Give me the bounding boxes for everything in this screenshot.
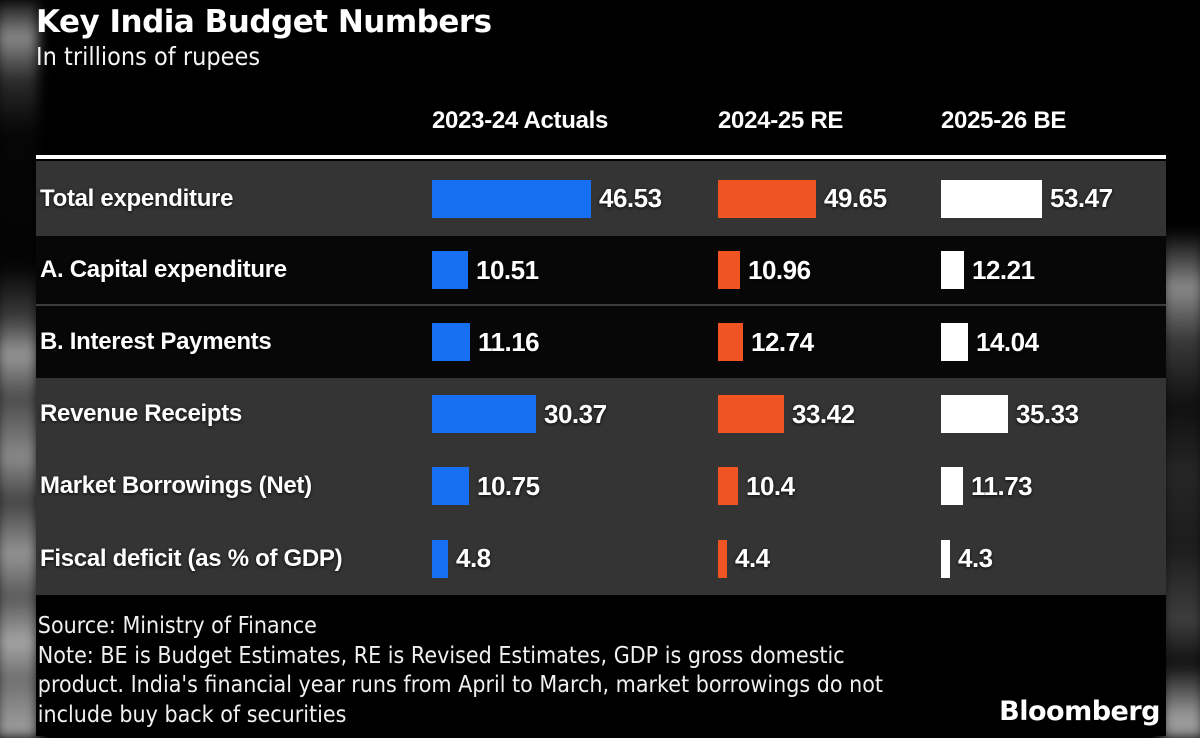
bar-value: 10.75 bbox=[477, 470, 540, 501]
bar-white bbox=[941, 395, 1008, 433]
bar-blue bbox=[432, 323, 470, 361]
bar-value: 11.73 bbox=[971, 470, 1033, 501]
row-label: Revenue Receipts bbox=[40, 400, 242, 427]
bar-orange bbox=[718, 539, 727, 578]
row-label: Total expenditure bbox=[40, 184, 234, 212]
bar-blue bbox=[432, 251, 468, 289]
bar-value: 12.21 bbox=[972, 254, 1035, 285]
column-header-2024-25-re: 2024-25 RE bbox=[718, 107, 844, 134]
cell-2025-26: 35.33 bbox=[941, 395, 1166, 433]
table-row-capital-expenditure: A. Capital expenditure 10.51 10.96 12.21 bbox=[36, 236, 1166, 306]
table-row-fiscal-deficit: Fiscal deficit (as % of GDP) 4.8 4.4 4.3 bbox=[36, 522, 1166, 595]
cell-2023-24: 30.37 bbox=[432, 395, 718, 433]
bar-white bbox=[941, 323, 968, 361]
blurred-edge-left bbox=[0, 0, 38, 738]
row-label: B. Interest Payments bbox=[40, 328, 272, 355]
bar-value: 4.8 bbox=[456, 543, 491, 573]
bar-value: 4.3 bbox=[958, 543, 993, 573]
bar-white bbox=[941, 251, 964, 289]
row-label: Market Borrowings (Net) bbox=[40, 472, 312, 499]
bar-value: 12.74 bbox=[751, 326, 814, 357]
bar-value: 30.37 bbox=[544, 398, 607, 429]
bar-orange bbox=[718, 395, 784, 433]
bar-white bbox=[941, 179, 1042, 218]
bar-value: 10.96 bbox=[748, 254, 811, 285]
cell-2023-24: 4.8 bbox=[432, 539, 718, 578]
table-row-revenue-receipts: Revenue Receipts 30.37 33.42 35.33 bbox=[36, 378, 1166, 450]
cell-2024-25: 49.65 bbox=[718, 179, 941, 218]
bar-orange bbox=[718, 323, 743, 361]
chart-footer: Source: Ministry of Finance Note: BE is … bbox=[36, 595, 1166, 736]
bar-value: 4.4 bbox=[735, 543, 770, 573]
bar-value: 35.33 bbox=[1016, 398, 1079, 429]
row-label: Fiscal deficit (as % of GDP) bbox=[40, 544, 343, 572]
bar-value: 49.65 bbox=[824, 183, 887, 213]
footer-text: Source: Ministry of Finance Note: BE is … bbox=[36, 612, 918, 730]
bar-value: 53.47 bbox=[1050, 183, 1113, 213]
bar-blue bbox=[432, 179, 591, 218]
column-header-2023-24-actuals: 2023-24 Actuals bbox=[432, 107, 609, 134]
source-note: Source: Ministry of Finance bbox=[37, 613, 317, 639]
chart-subtitle: In trillions of rupees bbox=[36, 42, 261, 71]
cell-2023-24: 46.53 bbox=[432, 179, 718, 218]
bar-value: 33.42 bbox=[792, 398, 855, 429]
cell-2024-25: 10.4 bbox=[718, 467, 941, 505]
bar-blue bbox=[432, 395, 536, 433]
bar-orange bbox=[718, 179, 816, 218]
cell-2023-24: 10.75 bbox=[432, 467, 718, 505]
table-row-interest-payments: B. Interest Payments 11.16 12.74 14.04 bbox=[36, 306, 1166, 378]
cell-2024-25: 4.4 bbox=[718, 539, 941, 578]
bar-value: 11.16 bbox=[478, 326, 540, 357]
cell-2025-26: 12.21 bbox=[941, 251, 1166, 289]
cell-2025-26: 14.04 bbox=[941, 323, 1166, 361]
cell-2024-25: 33.42 bbox=[718, 395, 941, 433]
bloomberg-logo: Bloomberg bbox=[999, 696, 1160, 727]
bar-blue bbox=[432, 539, 448, 578]
bar-orange bbox=[718, 467, 738, 505]
table-row-total-expenditure: Total expenditure 46.53 49.65 53.47 bbox=[36, 161, 1166, 236]
bar-blue bbox=[432, 467, 469, 505]
cell-2025-26: 53.47 bbox=[941, 179, 1166, 218]
bar-value: 14.04 bbox=[976, 326, 1039, 357]
chart-content: Key India Budget Numbers In trillions of… bbox=[36, 0, 1166, 738]
column-header-row: 2023-24 Actuals 2024-25 RE 2025-26 BE bbox=[36, 106, 1166, 136]
bar-white bbox=[941, 467, 963, 505]
blurred-edge-right bbox=[1162, 0, 1200, 738]
table-row-market-borrowings: Market Borrowings (Net) 10.75 10.4 11.73 bbox=[36, 450, 1166, 522]
column-header-2025-26-be: 2025-26 BE bbox=[941, 107, 1067, 134]
page-title: Key India Budget Numbers bbox=[36, 4, 492, 40]
cell-2025-26: 11.73 bbox=[941, 467, 1166, 505]
row-label: A. Capital expenditure bbox=[40, 256, 287, 283]
bar-value: 46.53 bbox=[599, 183, 662, 213]
cell-2025-26: 4.3 bbox=[941, 539, 1166, 578]
methodology-note: Note: BE is Budget Estimates, RE is Revi… bbox=[37, 642, 883, 728]
cell-2024-25: 12.74 bbox=[718, 323, 941, 361]
cell-2023-24: 10.51 bbox=[432, 251, 718, 289]
bar-white bbox=[941, 539, 950, 578]
header-rule bbox=[36, 155, 1166, 159]
bar-orange bbox=[718, 251, 740, 289]
cell-2023-24: 11.16 bbox=[432, 323, 718, 361]
bar-value: 10.4 bbox=[746, 470, 795, 501]
bar-value: 10.51 bbox=[476, 254, 539, 285]
cell-2024-25: 10.96 bbox=[718, 251, 941, 289]
